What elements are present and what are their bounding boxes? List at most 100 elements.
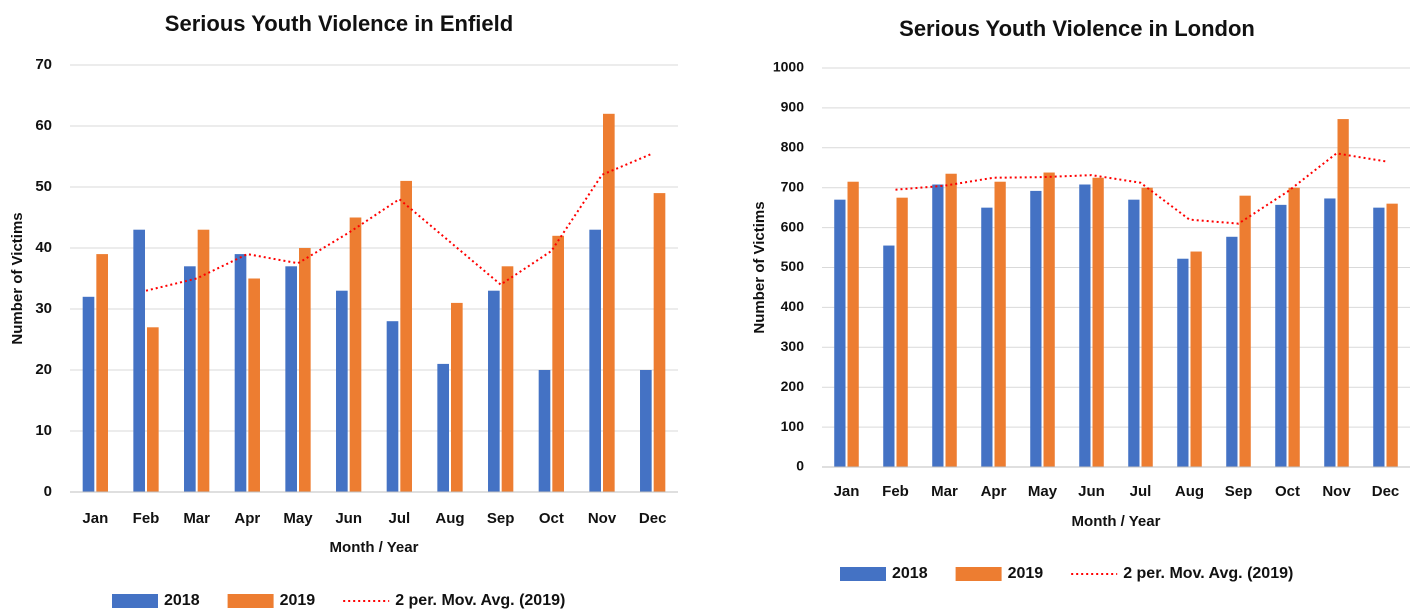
bar xyxy=(1079,184,1091,467)
x-tick-label: Sep xyxy=(487,510,515,527)
x-tick-label: Jul xyxy=(388,510,410,527)
bar xyxy=(349,217,362,492)
legend-swatch xyxy=(112,594,158,608)
bar xyxy=(1324,198,1336,467)
bar xyxy=(133,229,145,492)
bar xyxy=(1190,251,1202,467)
bar xyxy=(981,207,993,467)
x-tick-label: Oct xyxy=(539,510,564,527)
x-tick-label: Jan xyxy=(82,510,108,527)
x-tick-label: Sep xyxy=(1225,483,1253,500)
bar xyxy=(285,266,297,492)
bar xyxy=(945,173,957,468)
moving-average-line xyxy=(145,152,654,292)
bar xyxy=(1373,207,1385,467)
bar xyxy=(1030,190,1042,467)
x-tick-label: Aug xyxy=(435,510,464,527)
bar xyxy=(1043,172,1055,467)
bar xyxy=(400,180,412,492)
y-tick-label: 400 xyxy=(781,298,805,314)
x-tick-label: Aug xyxy=(1175,483,1204,500)
x-axis-label: Month / Year xyxy=(330,539,419,556)
bar xyxy=(488,290,500,492)
bar xyxy=(603,113,615,493)
bar xyxy=(1141,187,1153,467)
y-tick-label: 0 xyxy=(796,458,804,474)
y-axis-label: Number of Victims xyxy=(751,201,768,333)
bar xyxy=(932,184,944,467)
x-tick-label: Dec xyxy=(639,510,667,527)
y-tick-label: 30 xyxy=(35,300,52,317)
y-tick-label: 100 xyxy=(781,418,805,434)
bar xyxy=(336,290,348,492)
chart: Serious Youth Violence in Enfield Number … xyxy=(9,11,678,609)
bar xyxy=(1288,187,1300,467)
bar xyxy=(197,229,210,492)
bar xyxy=(1386,203,1398,467)
bar xyxy=(451,302,463,492)
y-tick-label: 500 xyxy=(781,258,805,274)
x-tick-label: Jul xyxy=(1130,483,1152,500)
bar xyxy=(1226,236,1238,467)
legend-label: 2018 xyxy=(164,592,200,609)
x-tick-label: May xyxy=(1028,483,1058,500)
bar xyxy=(552,235,564,493)
bar xyxy=(82,296,95,492)
bar xyxy=(386,321,399,492)
y-axis-label: Number of Victims xyxy=(9,212,26,344)
bar xyxy=(1275,204,1287,467)
bar xyxy=(640,370,652,492)
y-tick-label: 300 xyxy=(781,338,805,354)
x-axis-label: Month / Year xyxy=(1072,513,1161,530)
x-tick-label: Mar xyxy=(183,510,210,527)
y-tick-label: 900 xyxy=(781,99,805,115)
legend-label: 2 per. Mov. Avg. (2019) xyxy=(395,592,565,609)
legend-label: 2018 xyxy=(892,565,928,582)
bar xyxy=(847,181,859,467)
legend-swatch xyxy=(840,567,886,581)
y-tick-label: 60 xyxy=(35,117,52,134)
bar xyxy=(1337,119,1349,468)
y-tick-label: 70 xyxy=(35,56,52,73)
bar xyxy=(1177,258,1189,467)
legend-label: 2 per. Mov. Avg. (2019) xyxy=(1123,565,1293,582)
y-tick-label: 40 xyxy=(35,239,52,256)
bar xyxy=(653,193,666,492)
y-tick-label: 1000 xyxy=(773,59,804,75)
x-tick-label: Apr xyxy=(981,483,1007,500)
legend-label: 2019 xyxy=(1008,565,1044,582)
y-tick-label: 0 xyxy=(44,483,52,500)
x-tick-label: Nov xyxy=(588,510,617,527)
y-tick-label: 700 xyxy=(781,178,805,194)
x-tick-label: Jun xyxy=(335,510,362,527)
x-tick-label: Oct xyxy=(1275,483,1300,500)
x-tick-label: Feb xyxy=(133,510,160,527)
bar xyxy=(1092,177,1104,467)
bar xyxy=(299,248,311,492)
chart-title: Serious Youth Violence in Enfield xyxy=(165,11,513,36)
legend-label: 2019 xyxy=(280,592,316,609)
x-tick-label: Nov xyxy=(1322,483,1351,500)
bar xyxy=(437,363,449,492)
bar xyxy=(96,254,108,492)
y-tick-label: 800 xyxy=(781,139,805,155)
legend-swatch xyxy=(227,594,274,608)
bar xyxy=(1239,195,1251,467)
bar xyxy=(834,199,846,468)
x-tick-label: Mar xyxy=(931,483,958,500)
bar xyxy=(538,370,551,492)
bar xyxy=(501,266,514,492)
y-tick-label: 10 xyxy=(35,422,52,439)
bar xyxy=(184,266,196,492)
bar xyxy=(589,229,601,492)
x-tick-label: Jan xyxy=(834,483,860,500)
bar xyxy=(994,181,1006,467)
legend-swatch xyxy=(955,567,1002,581)
x-tick-label: Dec xyxy=(1372,483,1400,500)
bar xyxy=(896,197,908,468)
chart-title: Serious Youth Violence in London xyxy=(899,16,1255,41)
y-tick-label: 50 xyxy=(35,178,52,195)
x-tick-label: Apr xyxy=(234,510,260,527)
x-tick-label: May xyxy=(283,510,313,527)
